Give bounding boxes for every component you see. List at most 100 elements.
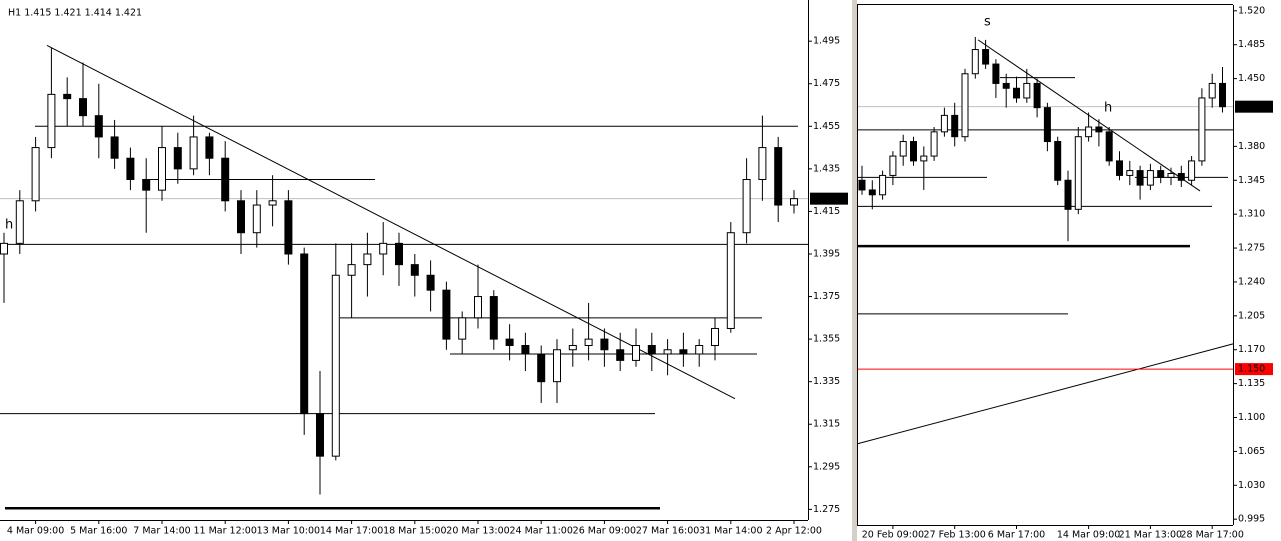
candle-body (1043, 107, 1051, 143)
candle-body (363, 253, 372, 266)
candle-body (237, 200, 245, 234)
candle-body (474, 296, 482, 319)
y-tick-label: 1.380 (1238, 141, 1265, 152)
annotation: h (1104, 101, 1112, 116)
y-tick-label: 1.395 (813, 248, 840, 259)
y-tick-label: 1.435 (813, 163, 840, 174)
candle-body (1002, 82, 1010, 89)
y-tick-label: 1.275 (1238, 243, 1265, 254)
y-tick-label: 1.485 (1238, 39, 1265, 50)
trend-line (857, 343, 1234, 445)
x-tick-label: 31 Mar 14:00 (699, 526, 762, 537)
candle-body (489, 296, 498, 340)
candle-body (442, 289, 451, 340)
y-tick-label: 1.355 (813, 334, 840, 345)
x-tick-label: 26 Mar 09:00 (573, 526, 636, 537)
annotation: h (5, 218, 13, 233)
candle-body (726, 232, 735, 329)
candle-body (695, 344, 704, 355)
candle-body (1033, 82, 1041, 109)
y-tick-label: 1.475 (813, 78, 840, 89)
candle-body (221, 157, 230, 202)
x-tick-label: 18 Mar 15:00 (383, 526, 446, 537)
candle-body (971, 49, 979, 75)
candle-body (142, 179, 151, 191)
y-tick-label: 1.495 (813, 36, 840, 47)
candle-body (1208, 82, 1216, 99)
candle-body (189, 136, 198, 170)
x-tick-label: 11 Mar 12:00 (193, 526, 256, 537)
candle-body (663, 349, 672, 355)
candle-body (1198, 97, 1206, 162)
candle-body (458, 317, 467, 340)
candle-body (879, 174, 887, 196)
y-tick-label: 1.345 (1238, 175, 1265, 186)
candle-body (110, 136, 119, 159)
y-tick-label: 1.275 (813, 504, 840, 515)
y-tick-label: 1.100 (1238, 412, 1265, 423)
y-tick-label: 1.170 (1238, 344, 1265, 355)
candle-body (679, 349, 688, 355)
candle-body (889, 155, 897, 176)
candle-body (379, 242, 388, 255)
x-tick-label: 2 Apr 12:00 (766, 526, 822, 537)
candle-body (0, 242, 8, 255)
candle-body (758, 147, 767, 181)
x-tick-label: 21 Mar 13:00 (1119, 530, 1182, 541)
marked-level-box (1235, 363, 1273, 376)
y-tick-label: 1.455 (813, 121, 840, 132)
last-price-box (1235, 100, 1273, 113)
candle-body (1167, 172, 1175, 178)
x-tick-label: 27 Mar 16:00 (636, 526, 699, 537)
candle-body (992, 63, 1000, 84)
y-tick-label: 1.375 (813, 291, 840, 302)
candle-body (426, 274, 435, 291)
candle-body (1157, 170, 1165, 178)
y-tick-label: 1.295 (813, 461, 840, 472)
candle-body (79, 98, 87, 117)
last-price-label: 1.421 (1238, 101, 1265, 112)
candle-body (521, 344, 530, 355)
candle-body (899, 141, 907, 157)
y-tick-label: 1.520 (1238, 5, 1265, 16)
candle-body (930, 131, 938, 157)
candle-body (347, 264, 356, 276)
candle-body (568, 344, 577, 351)
x-tick-label: 7 Mar 14:00 (133, 526, 190, 537)
y-tick-label: 1.240 (1238, 276, 1265, 287)
candle-body (205, 136, 214, 159)
candle-body (395, 242, 403, 266)
candle-body (1136, 170, 1144, 186)
candle-body (790, 198, 798, 206)
y-tick-label: 1.310 (1238, 209, 1265, 220)
candle-body (63, 93, 72, 100)
y-tick-label: 1.315 (813, 419, 840, 430)
candle-body (1105, 131, 1113, 162)
candle-body (158, 147, 166, 191)
candle-body (600, 338, 609, 351)
candle-body (94, 115, 103, 138)
last-price-box (810, 192, 848, 205)
candle-body (1064, 179, 1072, 210)
candle-body (284, 200, 293, 255)
last-price-label: 1.421 (813, 193, 840, 204)
candle-body (410, 264, 419, 276)
candle-body (553, 349, 561, 383)
x-tick-label: 24 Mar 11:00 (509, 526, 572, 537)
candle-body (1013, 87, 1020, 99)
candle-body (1085, 126, 1093, 138)
candle-body (910, 141, 917, 162)
candle-body (1023, 82, 1031, 99)
candle-body (173, 147, 182, 170)
x-tick-label: 14 Mar 17:00 (320, 526, 383, 537)
marked-level-label: 1.150 (1238, 364, 1265, 375)
y-tick-label: 0.995 (1238, 514, 1265, 525)
x-tick-label: 27 Feb 13:00 (924, 530, 986, 541)
y-tick-label: 1.205 (1238, 310, 1265, 321)
window-separator (852, 0, 857, 541)
candle-body (1095, 126, 1103, 133)
candle-body (1146, 170, 1154, 186)
candle-body (252, 204, 261, 234)
